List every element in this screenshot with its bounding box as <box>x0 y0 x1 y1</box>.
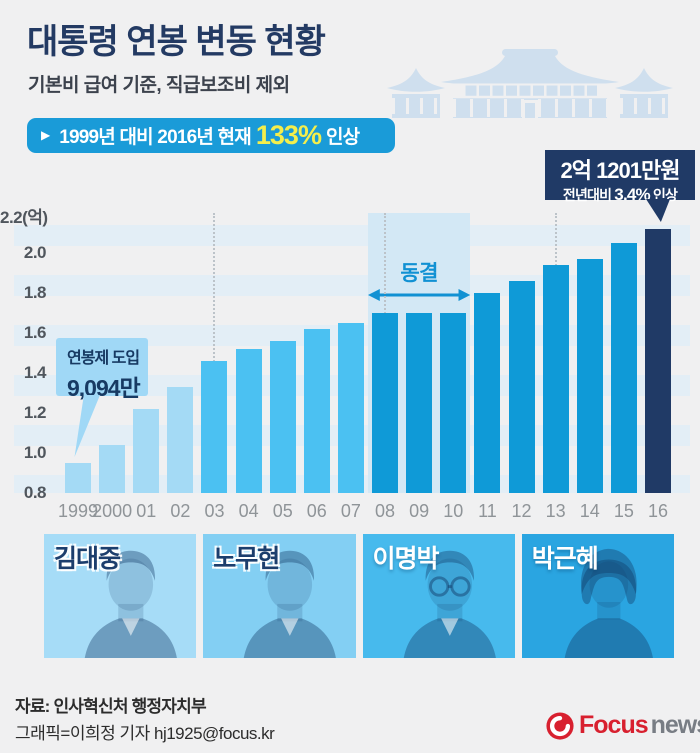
freeze-range-arrow-icon <box>368 289 471 301</box>
y-tick-2.0: 2.0 <box>23 243 47 262</box>
y-tick-1.6: 1.6 <box>23 323 47 342</box>
era-divider-03 <box>213 213 216 493</box>
bar-14 <box>576 259 603 493</box>
callout-amount: 2억 1201만원 <box>560 158 680 183</box>
x-tick-12: 12 <box>511 501 532 521</box>
x-tick-01: 01 <box>136 501 157 521</box>
x-tick-04: 04 <box>238 501 259 521</box>
bar-09 <box>406 313 433 493</box>
bar-1999 <box>65 463 91 493</box>
president-panel-4: 박근혜 <box>521 534 674 658</box>
x-tick-11: 11 <box>478 501 497 521</box>
x-tick-07: 07 <box>340 501 361 521</box>
banner-text-after: 인상 <box>325 127 360 148</box>
y-tick-1.0: 1.0 <box>23 443 47 462</box>
president-panel-3: 이명박 <box>362 534 515 658</box>
bar-05 <box>269 341 296 493</box>
y-tick-1.4: 1.4 <box>23 363 47 382</box>
x-tick-06: 06 <box>306 501 327 521</box>
headline-banner: ▶ 1999년 대비 2016년 현재 133% 인상 <box>27 118 395 153</box>
male-glasses-portrait <box>403 550 496 658</box>
president-panels: 김대중 노무현 이명박 박근혜 <box>44 534 674 658</box>
annotation-1999-value: 9,094만 <box>67 375 141 401</box>
callout-2016-value: 2억 1201만원 전년대비 3.4% 인상 <box>545 150 695 204</box>
bar-07 <box>337 323 364 493</box>
bar-16 <box>645 229 671 493</box>
x-tick-02: 02 <box>170 501 191 521</box>
y-tick-1.8: 1.8 <box>23 283 47 302</box>
source-text: 자료: 인사혁신처 행정자치부 <box>15 697 207 716</box>
president-panel-2: 노무현 <box>203 534 356 658</box>
x-tick-1999: 1999 <box>57 501 99 521</box>
x-tick-2000: 2000 <box>92 501 133 521</box>
banner-bullet-icon: ▶ <box>41 128 51 142</box>
president-panel-1: 김대중 <box>44 534 197 658</box>
y-tick-0.8: 0.8 <box>23 483 47 502</box>
female-portrait <box>564 548 653 658</box>
salary-bar-chart: 동결 연봉제 도입 9,094만 1999 2000 01 02 03 04 05 06 07 0… <box>0 208 700 521</box>
focus-logo-swirl-icon <box>546 711 574 740</box>
logo-word-focus: Focus <box>579 711 649 739</box>
bar-2000 <box>99 445 126 493</box>
president-name: 노무현 <box>213 545 280 573</box>
bar-11 <box>474 293 501 493</box>
freeze-label: 동결 <box>400 262 438 285</box>
bar-06 <box>303 329 330 493</box>
callout-change: 전년대비 3.4% 인상 <box>562 185 678 204</box>
page-subtitle: 기본비 급여 기준, 직급보조비 제외 <box>28 75 290 96</box>
president-name: 이명박 <box>372 545 440 573</box>
bar-02 <box>167 387 194 493</box>
x-tick-03: 03 <box>204 501 225 521</box>
focus-news-logo: Focus news <box>546 711 700 740</box>
bar-03 <box>201 361 228 493</box>
male-portrait <box>84 550 177 658</box>
x-tick-08: 08 <box>375 501 396 521</box>
male-portrait <box>244 550 337 658</box>
bar-10 <box>440 313 467 493</box>
x-tick-14: 14 <box>579 501 600 521</box>
blue-house-illustration <box>387 49 673 118</box>
president-name: 김대중 <box>54 545 121 573</box>
annotation-1999-box: 연봉제 도입 9,094만 <box>56 338 148 401</box>
president-name: 박근혜 <box>531 545 599 573</box>
bar-12 <box>508 281 535 493</box>
bar-13 <box>542 265 569 493</box>
y-tick-2.2(억): 2.2(억) <box>0 208 48 227</box>
banner-highlight-percent: 133% <box>255 120 322 150</box>
bar-01 <box>133 409 160 493</box>
credit-text: 그래픽=이희정 기자 hj1925@focus.kr <box>15 724 275 743</box>
x-tick-15: 15 <box>613 501 634 521</box>
x-tick-05: 05 <box>272 501 293 521</box>
bar-08 <box>372 313 399 493</box>
bar-04 <box>235 349 262 493</box>
x-tick-13: 13 <box>545 501 566 521</box>
page-title: 대통령 연봉 변동 현황 <box>27 23 326 61</box>
bar-15 <box>610 243 637 493</box>
x-tick-16: 16 <box>647 501 669 521</box>
y-tick-1.2: 1.2 <box>23 403 47 422</box>
x-tick-09: 09 <box>409 501 430 521</box>
banner-text-before: 1999년 대비 2016년 현재 <box>59 127 251 148</box>
x-tick-10: 10 <box>443 501 464 521</box>
annotation-1999-title: 연봉제 도입 <box>67 350 140 367</box>
logo-word-news: news <box>650 711 700 739</box>
